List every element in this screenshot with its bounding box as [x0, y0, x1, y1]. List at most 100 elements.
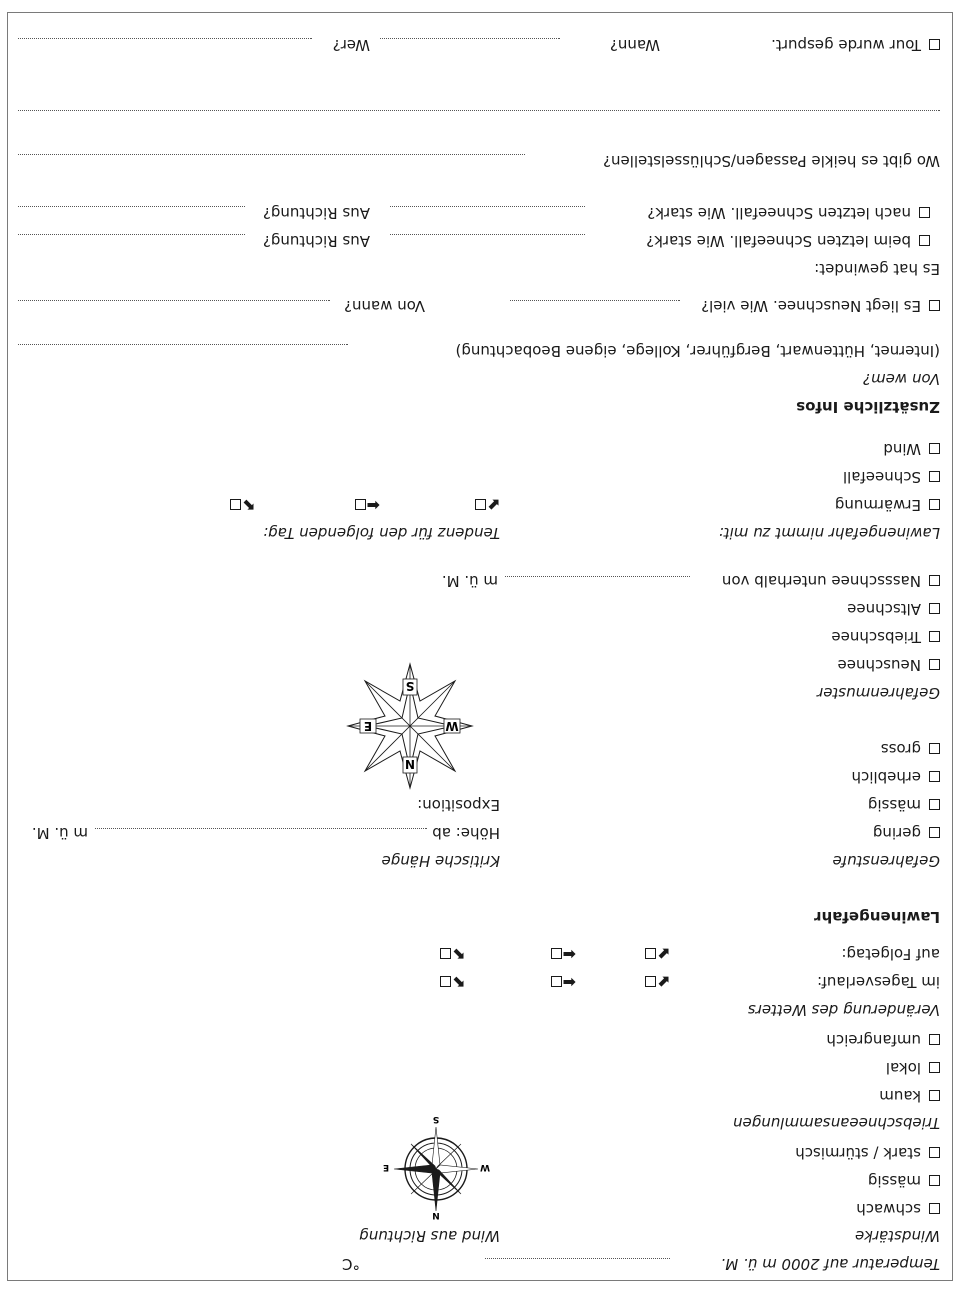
last-snowfall-strength-field[interactable] — [390, 234, 585, 235]
after-snowfall-direction-label: Aus Richtung? — [262, 204, 370, 222]
wind-strength-option[interactable]: mässig — [868, 1171, 940, 1191]
arrow-option-up[interactable]: ⬉ — [440, 972, 465, 992]
arrow-left-icon: ⬅ — [366, 496, 380, 515]
checkbox-icon[interactable] — [645, 976, 656, 987]
checkbox-icon[interactable] — [929, 603, 940, 614]
since-when-field[interactable] — [18, 300, 330, 301]
danger-level-option[interactable]: gross — [881, 739, 940, 759]
arrow-option-up[interactable]: ⬉ — [440, 944, 465, 964]
exp-n: N — [405, 757, 415, 771]
tricky-passages-field-2[interactable] — [18, 110, 940, 111]
wind-compass-rose-icon[interactable]: N S W E — [377, 1115, 495, 1223]
height-label: Höhe: ab — [432, 824, 500, 842]
avalanche-heading: Lawinengefahr — [814, 908, 940, 926]
arrow-option-down[interactable]: ⬋ — [645, 972, 670, 992]
checkbox-icon[interactable] — [929, 499, 940, 510]
after-snowfall-direction-field[interactable] — [18, 206, 245, 207]
checkbox-icon[interactable] — [929, 743, 940, 754]
new-snow-amount-field[interactable] — [510, 300, 680, 301]
checkbox-icon[interactable] — [919, 207, 930, 218]
danger-level-option[interactable]: mässig — [868, 795, 940, 815]
source-title: Von wem? — [863, 370, 940, 388]
last-snowfall-direction-field[interactable] — [18, 234, 245, 235]
after-snowfall-option[interactable]: nach letzten Schneefall. Wie stark? — [647, 203, 930, 223]
temperature-unit: °C — [342, 1255, 360, 1273]
who-field[interactable] — [18, 38, 312, 39]
source-field[interactable] — [18, 344, 348, 345]
weather-change-title: Veränderung des Wetters — [747, 1001, 940, 1019]
height-unit: m ü. M. — [31, 824, 88, 842]
exposition-compass-star-icon[interactable]: N S W E — [345, 661, 475, 791]
trend-option-up[interactable]: ⬉ — [230, 495, 255, 515]
trend-option-down[interactable]: ⬋ — [475, 495, 500, 515]
checkbox-icon[interactable] — [929, 1203, 940, 1214]
checkbox-icon[interactable] — [645, 948, 656, 959]
after-snowfall-strength-field[interactable] — [390, 206, 585, 207]
checkbox-icon[interactable] — [929, 1034, 940, 1045]
checkbox-icon[interactable] — [551, 976, 562, 987]
checkbox-icon[interactable] — [929, 471, 940, 482]
checkbox-icon[interactable] — [929, 1090, 940, 1101]
checkbox-icon[interactable] — [929, 1062, 940, 1073]
arrow-option-down[interactable]: ⬋ — [645, 944, 670, 964]
trend-option-left[interactable]: ⬅ — [355, 495, 380, 515]
checkbox-icon[interactable] — [929, 39, 940, 50]
checkbox-icon[interactable] — [440, 976, 451, 987]
checkbox-icon[interactable] — [919, 235, 930, 246]
increase-option[interactable]: Schneefall — [843, 467, 940, 487]
checkbox-icon[interactable] — [929, 771, 940, 782]
checkbox-icon[interactable] — [929, 300, 940, 311]
increase-option[interactable]: Erwärmung — [835, 495, 940, 515]
arrow-down-left-icon: ⬋ — [656, 945, 670, 964]
checkbox-icon[interactable] — [929, 631, 940, 642]
increase-option[interactable]: Wind — [883, 439, 940, 459]
last-snowfall-direction-label: Aus Richtung? — [262, 232, 370, 250]
extra-heading: Zusätzliche Infos — [796, 398, 940, 416]
checkbox-icon[interactable] — [440, 948, 451, 959]
wind-strength-option[interactable]: schwach — [856, 1199, 940, 1219]
checkbox-icon[interactable] — [551, 948, 562, 959]
checkbox-icon[interactable] — [929, 443, 940, 454]
arrow-up-left-icon: ⬉ — [451, 973, 465, 992]
source-hint: (Internet, Hüttenwart, Bergführer, Kolle… — [455, 342, 940, 360]
checkbox-icon[interactable] — [929, 1147, 940, 1158]
drift-snow-option[interactable]: kaum — [879, 1086, 940, 1106]
checkbox-icon[interactable] — [929, 1175, 940, 1186]
danger-pattern-option[interactable]: Altschnee — [847, 599, 940, 619]
wind-strength-title: Windstärke — [855, 1227, 940, 1245]
danger-level-option[interactable]: gering — [873, 823, 940, 843]
checkbox-icon[interactable] — [475, 499, 486, 510]
compass-n: N — [432, 1210, 440, 1220]
drift-snow-option[interactable]: lokal — [886, 1058, 940, 1078]
danger-pattern-option[interactable]: Nassschnee unterhalb von — [722, 571, 940, 591]
checkbox-icon[interactable] — [929, 799, 940, 810]
checkbox-icon[interactable] — [929, 659, 940, 670]
wet-snow-height-field[interactable] — [505, 576, 690, 577]
drift-snow-title: Triebschneeansammlungen — [733, 1114, 940, 1132]
arrow-option-left[interactable]: ⬅ — [551, 944, 576, 964]
arrow-up-left-icon: ⬉ — [241, 496, 255, 515]
danger-pattern-option[interactable]: Triebschnee — [831, 627, 940, 647]
when-field[interactable] — [380, 38, 560, 39]
checkbox-icon[interactable] — [230, 499, 241, 510]
danger-level-option[interactable]: erheblich — [852, 767, 940, 787]
tour-track-option[interactable]: Tour wurde gespurt. — [771, 35, 940, 55]
height-field[interactable] — [95, 828, 427, 829]
arrow-option-left[interactable]: ⬅ — [551, 972, 576, 992]
wind-direction-title: Wind aus Richtung — [359, 1227, 500, 1245]
new-snow-option[interactable]: Es liegt Neuschnee. Wie viel? — [701, 296, 940, 316]
last-snowfall-option[interactable]: beim letzten Schneefall. Wie stark? — [646, 231, 930, 251]
arrow-down-left-icon: ⬋ — [656, 973, 670, 992]
wet-snow-unit: m ü. M. — [441, 572, 498, 590]
drift-snow-option[interactable]: umfangreich — [826, 1030, 940, 1050]
tricky-passages-field[interactable] — [18, 154, 525, 155]
checkbox-icon[interactable] — [929, 827, 940, 838]
tricky-passages-label: Wo gibt es heikle Passagen/Schlüsselstel… — [603, 152, 940, 170]
temperature-field[interactable] — [485, 1258, 670, 1259]
wind-strength-option[interactable]: stark / stürmisch — [795, 1143, 940, 1163]
checkbox-icon[interactable] — [929, 575, 940, 586]
danger-pattern-option[interactable]: Neuschnee — [838, 655, 940, 675]
weather-change-row-next: auf Folgetag: — [841, 945, 940, 963]
checkbox-icon[interactable] — [355, 499, 366, 510]
